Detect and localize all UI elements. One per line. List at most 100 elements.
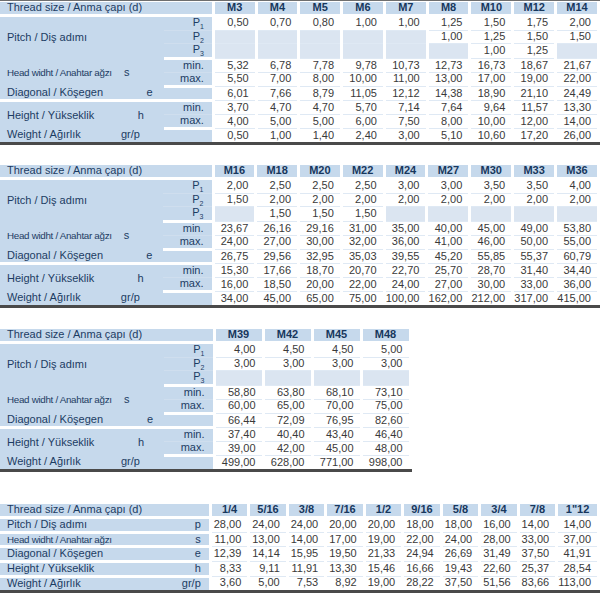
data-cell: 24,00 — [287, 517, 325, 532]
column-header: M30 — [470, 165, 513, 178]
data-cell: 11,57 — [513, 101, 556, 115]
row-label-weight: Weight / Ağırlık — [0, 456, 118, 469]
column-header: M24 — [384, 165, 427, 178]
symbol-e: e — [118, 86, 164, 101]
data-cell: 5,50 — [213, 72, 256, 86]
data-cell: 6,78 — [256, 59, 299, 73]
data-cell — [513, 207, 556, 222]
column-header: 1/4 — [210, 504, 248, 517]
data-cell: 3,00 — [384, 129, 427, 142]
data-cell: 4,70 — [299, 101, 342, 115]
data-cell: 22,00 — [403, 532, 441, 547]
data-cell — [256, 44, 299, 59]
data-cell: 37,40 — [214, 428, 263, 442]
data-cell: 25,70 — [427, 264, 470, 278]
data-cell: 1,25 — [513, 44, 556, 59]
data-cell: 162,00 — [427, 292, 470, 305]
data-cell: 55,00 — [556, 235, 599, 249]
data-cell: 7,53 — [287, 576, 325, 589]
data-cell: 53,80 — [556, 222, 599, 236]
filler-cell — [410, 399, 600, 413]
data-cell: 11,00 — [210, 532, 248, 547]
data-cell: 1,00 — [342, 15, 385, 30]
data-cell: 1,75 — [513, 15, 556, 30]
data-cell — [361, 371, 410, 386]
data-cell — [470, 207, 513, 222]
pitch-p1-label: P1 — [164, 15, 214, 30]
data-cell: 5,00 — [361, 342, 410, 357]
data-cell: 16,66 — [403, 562, 441, 577]
column-header: M16 — [213, 165, 256, 178]
minmax-blank — [163, 249, 213, 264]
pitch-subscript: 2 — [201, 364, 205, 371]
data-cell: 1,50 — [256, 207, 299, 222]
data-cell — [213, 44, 256, 59]
data-cell: 10,00 — [470, 115, 513, 129]
data-cell: 21,33 — [364, 547, 402, 562]
data-cell: 27,00 — [256, 235, 299, 249]
data-cell: 0,80 — [299, 15, 342, 30]
max-label: max. — [163, 235, 213, 249]
data-cell: 10,00 — [342, 72, 385, 86]
data-cell: 28,70 — [470, 264, 513, 278]
data-cell: 2,00 — [256, 193, 299, 207]
data-cell: 8,92 — [326, 576, 364, 589]
data-cell: 7,00 — [256, 72, 299, 86]
data-cell: 2,50 — [299, 178, 342, 193]
column-header: M39 — [214, 329, 263, 342]
symbol-diagonal: e — [165, 547, 210, 562]
data-cell: 628,00 — [263, 456, 312, 469]
data-cell — [213, 30, 256, 44]
data-cell: 73,10 — [361, 386, 410, 400]
data-cell: 212,00 — [470, 292, 513, 305]
min-label: min. — [164, 428, 214, 442]
data-cell: 10,73 — [384, 59, 427, 73]
filler-cell — [410, 428, 600, 442]
data-cell: 1,50 — [213, 193, 256, 207]
data-cell: 32,00 — [341, 235, 384, 249]
column-header: 5/8 — [441, 504, 479, 517]
data-cell — [263, 371, 312, 386]
data-cell: 14,00 — [556, 115, 599, 129]
row-label-head-width: Head widht / Anahtar ağzı — [0, 59, 118, 87]
pitch-subscript: 1 — [200, 23, 204, 30]
data-cell: 998,00 — [361, 456, 410, 469]
table-row: Pitch / Diş adımıP14,004,504,505,00 — [0, 342, 600, 357]
data-cell — [312, 371, 361, 386]
symbol-s: s — [118, 222, 164, 250]
data-cell — [256, 30, 299, 44]
table-row: Head widht / Anahtar ağzısmin.5,326,787,… — [0, 59, 599, 73]
table-row: Height / Yükseklikhmin.3,704,704,705,707… — [0, 101, 599, 115]
pitch-subscript: 3 — [200, 213, 204, 220]
data-cell: 60,79 — [556, 249, 599, 264]
data-cell: 5,00 — [249, 576, 287, 589]
symbol-weight: gr/p — [165, 576, 210, 589]
pitch-subscript: 1 — [201, 350, 205, 357]
data-cell: 19,00 — [364, 576, 402, 589]
column-header: M10 — [470, 2, 513, 15]
data-cell: 2,40 — [342, 129, 385, 142]
table-bottom-border — [0, 305, 600, 308]
data-cell: 1,00 — [256, 129, 299, 142]
data-cell: 8,33 — [210, 562, 248, 577]
data-cell: 0,50 — [213, 15, 256, 30]
minmax-blank — [164, 456, 214, 469]
pitch-p2-label: P2 — [164, 30, 214, 44]
data-cell: 15,30 — [213, 264, 256, 278]
spec-table-metric-1: Thread size / Anma çapı (d)M3M4M5M6M7M8M… — [0, 2, 600, 142]
pitch-subscript: 2 — [200, 200, 204, 207]
data-cell: 66,44 — [214, 413, 263, 428]
data-cell: 1,25 — [427, 15, 470, 30]
data-cell — [556, 207, 599, 222]
table-row: Pitch / Diş adımıP10,500,700,801,001,001… — [0, 15, 599, 30]
header-row: Thread size / Anma çapı (d)M3M4M5M6M7M8M… — [0, 2, 599, 15]
data-cell: 7,78 — [299, 59, 342, 73]
row-label-weight: Weight / Ağırlık — [0, 129, 118, 142]
table-row: Head widht / Anahtar ağzısmin.23,6726,16… — [0, 222, 599, 236]
data-cell: 21,10 — [513, 86, 556, 101]
row-label-pitch: Pitch / Diş adımı — [0, 342, 164, 385]
data-cell: 7,14 — [384, 101, 427, 115]
data-cell: 75,00 — [341, 292, 384, 305]
data-cell: 3,00 — [361, 357, 410, 371]
data-cell: 1,50 — [299, 207, 342, 222]
